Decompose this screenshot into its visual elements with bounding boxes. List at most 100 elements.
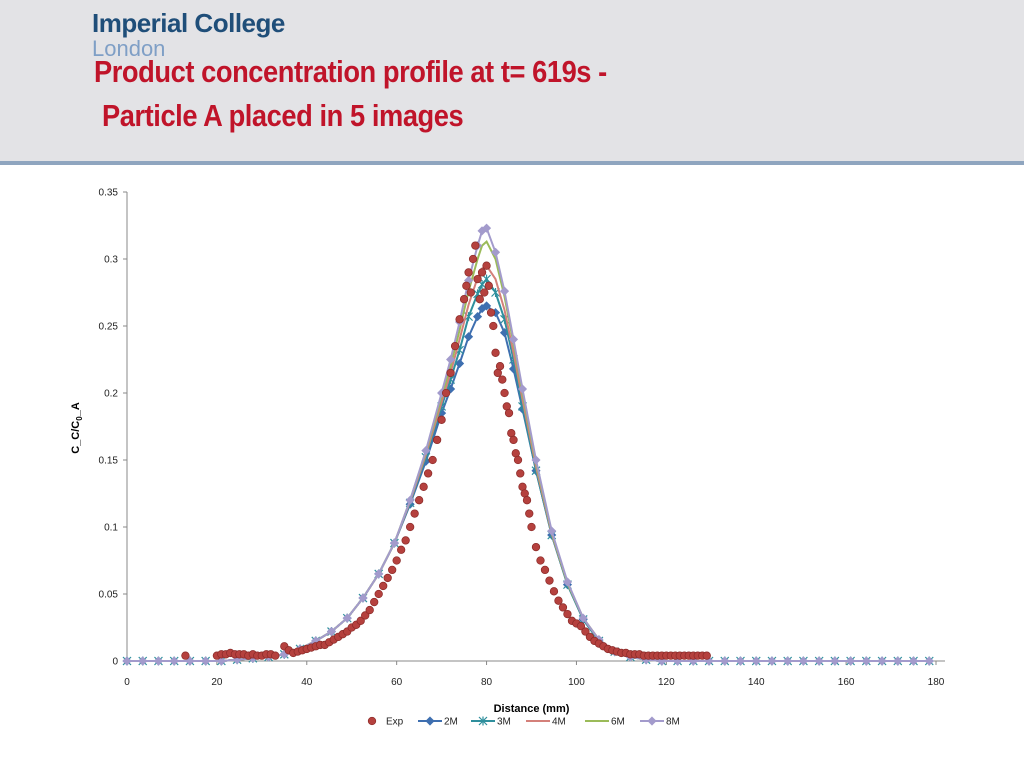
exp-point (473, 274, 482, 284)
x-tick-label: 120 (658, 677, 675, 688)
exp-point (365, 605, 374, 615)
chart-exp-points (181, 241, 711, 660)
exp-point (397, 545, 406, 554)
exp-point (702, 651, 711, 660)
series-point-8M (783, 656, 793, 666)
series-point-8M (389, 538, 399, 548)
exp-point (484, 281, 493, 290)
series-point-8M (814, 656, 824, 666)
exp-point (406, 522, 415, 532)
series-8M (122, 223, 934, 666)
series-point-8M (720, 656, 730, 666)
series-line-6M (127, 239, 930, 662)
series-point-8M (846, 656, 856, 666)
exp-point (271, 651, 280, 660)
series-line-2M (127, 304, 930, 662)
series-line-8M (127, 226, 930, 662)
exp-point (516, 469, 525, 478)
x-tick-label: 0 (124, 677, 130, 688)
exp-point (388, 565, 397, 575)
exp-point (489, 321, 498, 331)
exp-point (370, 597, 379, 607)
x-tick-label: 160 (838, 677, 855, 688)
series-point-8M (830, 656, 840, 666)
exp-point (491, 348, 500, 357)
legend-marker-3M (478, 716, 488, 726)
chart-legend: Exp 2M 3M 4M 6M 8M (367, 716, 680, 728)
exp-point (498, 375, 507, 384)
exp-point (531, 542, 541, 552)
exp-point (504, 408, 514, 418)
series-point-2M (481, 301, 492, 311)
series-point-8M (908, 656, 919, 666)
y-tick-label: 0.2 (104, 389, 118, 400)
y-tick-label: 0 (112, 657, 118, 668)
exp-point (480, 288, 489, 297)
legend-label-4M: 4M (552, 717, 566, 728)
series-point-8M (358, 593, 368, 603)
exp-point (455, 315, 464, 324)
exp-point (374, 589, 383, 599)
y-tick-label: 0.15 (99, 456, 119, 467)
exp-point (554, 596, 563, 605)
chart-ticks: 0 0.05 0.1 0.15 0.2 0.25 0.3 0.35 0 20 40 60 80 100 12… (99, 188, 945, 689)
series-point-8M (490, 247, 501, 257)
y-tick-label: 0.35 (99, 188, 119, 199)
series-point-8M (216, 656, 226, 666)
exp-point (475, 295, 484, 304)
exp-point (468, 254, 478, 264)
y-tick-label: 0.3 (104, 255, 118, 266)
exp-point (428, 455, 437, 465)
series-line-3M (127, 277, 930, 662)
series-point-8M (374, 569, 384, 579)
series-6M (127, 239, 930, 662)
legend-label-2M: 2M (444, 717, 458, 728)
exp-point (527, 522, 536, 532)
x-tick-label: 60 (391, 677, 403, 688)
exp-point (558, 603, 568, 612)
chart-axes (126, 192, 945, 662)
exp-point (522, 496, 532, 505)
legend-marker-2M (425, 716, 435, 726)
x-tick-label: 20 (211, 677, 223, 688)
series-point-8M (547, 526, 557, 536)
y-axis-label: C_C/C0_A (70, 402, 84, 454)
exp-point (495, 362, 505, 371)
exp-point (181, 651, 190, 660)
exp-point (549, 587, 559, 596)
exp-point (576, 622, 586, 631)
exp-point (500, 388, 509, 398)
series-point-2M (473, 312, 483, 322)
slide-title-line1: Product concentration profile at t= 619s… (94, 54, 607, 89)
exp-point (423, 469, 433, 478)
exp-point (540, 565, 550, 575)
exp-point (482, 261, 491, 270)
exp-point (536, 556, 545, 565)
exp-point (462, 281, 471, 290)
series-point-8M (751, 656, 761, 666)
series-point-8M (735, 656, 746, 666)
exp-point (446, 368, 455, 378)
series-point-8M (531, 455, 541, 465)
x-tick-label: 40 (301, 677, 313, 688)
exp-point (441, 388, 451, 398)
series-point-8M (122, 656, 132, 666)
legend-label-exp: Exp (386, 717, 404, 728)
series-point-8M (201, 656, 211, 666)
series-3M (122, 274, 934, 666)
exp-point (464, 268, 473, 277)
exp-point (361, 611, 370, 620)
series-point-8M (138, 656, 148, 666)
chart-series (122, 223, 934, 666)
exp-point (525, 509, 534, 518)
y-tick-label: 0.05 (99, 590, 119, 601)
exp-point (581, 627, 590, 636)
exp-point (401, 536, 410, 545)
series-point-8M (508, 334, 519, 344)
exp-point (486, 308, 496, 317)
x-tick-label: 140 (748, 677, 765, 688)
logo-text-london: London (92, 36, 166, 61)
x-tick-label: 100 (568, 677, 585, 688)
series-point-8M (342, 613, 352, 623)
series-point-8M (185, 656, 195, 666)
